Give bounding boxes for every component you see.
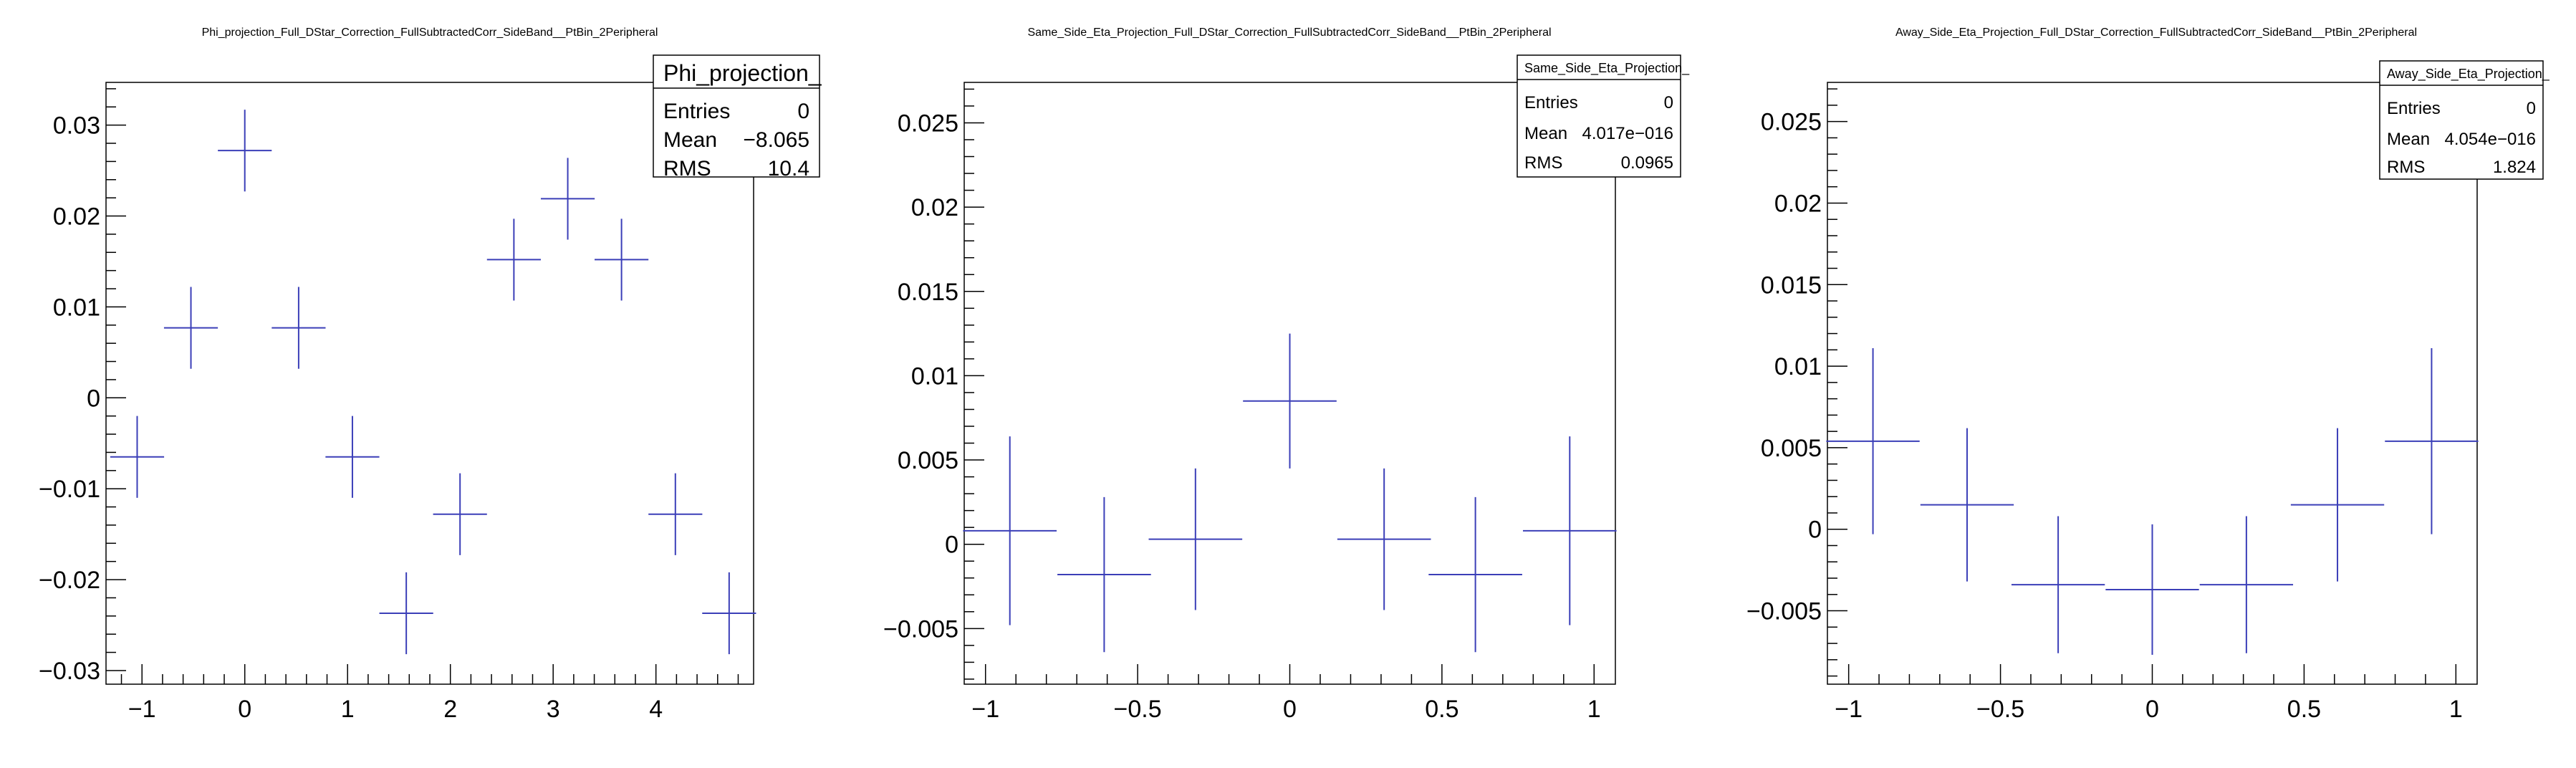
stats-row-label: Entries <box>2387 99 2441 118</box>
stats-row-value: 1.824 <box>2493 158 2536 177</box>
stats-box: Same_Side_Eta_Projection_ Entries 0 Mean 4.0… <box>1517 54 1690 178</box>
stats-row-value: 0 <box>1664 93 1673 112</box>
stats-box-name: Phi_projection_ <box>663 60 822 86</box>
data-point <box>379 572 433 655</box>
y-tick-label: 0.03 <box>53 112 100 140</box>
x-tick-label: 4 <box>649 696 663 723</box>
y-tick-label: 0.02 <box>1774 190 1822 217</box>
x-tick-label: 1 <box>1587 696 1601 723</box>
y-tick-label: −0.005 <box>883 615 958 643</box>
x-tick-label: 3 <box>547 696 560 723</box>
chart-title: Same_Side_Eta_Projection_Full_DStar_Corr… <box>1027 27 1551 39</box>
stats-row-value: 0.0965 <box>1621 153 1673 173</box>
y-tick-label: 0.015 <box>1761 272 1822 299</box>
data-point <box>433 473 487 555</box>
stats-box: Away_Side_Eta_Projection_ Entries 0 Mean 4.0… <box>2379 60 2550 180</box>
data-point <box>1148 468 1243 610</box>
stats-row-label: Mean <box>663 128 717 152</box>
y-tick-label: 0 <box>1808 517 1822 544</box>
x-tick-label: 2 <box>443 696 457 723</box>
x-tick-label: −1 <box>971 696 999 723</box>
y-tick-label: 0.005 <box>898 447 958 474</box>
data-point <box>2105 524 2199 656</box>
stats-row-value: −8.065 <box>743 128 809 152</box>
x-tick-label: −1 <box>1835 696 1863 723</box>
data-point <box>2199 516 2294 653</box>
data-point <box>271 287 326 369</box>
stats-box-frame <box>653 54 820 178</box>
data-point <box>648 473 703 555</box>
stats-row-label: RMS <box>663 157 711 181</box>
y-tick-label: 0.02 <box>911 194 958 221</box>
data-point <box>163 287 218 369</box>
stats-row-value: 4.017e−016 <box>1582 124 1673 143</box>
x-tick-label: 0 <box>238 696 251 723</box>
x-tick-label: 0.5 <box>1425 696 1458 723</box>
y-tick-label: 0.01 <box>911 363 958 390</box>
stats-row-label: Entries <box>663 100 730 123</box>
y-tick-label: −0.03 <box>39 658 100 685</box>
stats-box-name: Away_Side_Eta_Projection_ <box>2387 67 2550 82</box>
data-point <box>2290 428 2385 582</box>
data-point <box>1920 428 2014 582</box>
x-tick-label: 1 <box>341 696 355 723</box>
stats-row-value: 0 <box>797 100 809 123</box>
chart-panel-3: Away_Side_Eta_Projection_Full_DStar_Corr… <box>1746 27 2550 723</box>
chart-title: Away_Side_Eta_Projection_Full_DStar_Corr… <box>1895 27 2417 39</box>
x-tick-label: −1 <box>128 696 156 723</box>
data-point <box>1337 468 1431 610</box>
y-tick-label: 0 <box>945 532 958 559</box>
y-tick-label: 0.01 <box>1774 353 1822 380</box>
stats-box: Phi_projection_ Entries 0 Mean −8.065 RMS 10.4 <box>653 54 822 181</box>
data-point <box>963 436 1057 625</box>
data-point <box>702 572 756 655</box>
stats-row-label: Mean <box>2387 130 2430 149</box>
stats-row-label: RMS <box>2387 158 2425 177</box>
data-point <box>595 219 649 301</box>
stats-row-value: 0 <box>2527 99 2536 118</box>
stats-row-label: RMS <box>1524 153 1562 173</box>
data-point <box>325 416 380 498</box>
data-point <box>486 219 541 301</box>
chart-title: Phi_projection_Full_DStar_Correction_Ful… <box>202 27 658 39</box>
stats-box-name: Same_Side_Eta_Projection_ <box>1524 61 1690 76</box>
y-tick-label: −0.02 <box>39 567 100 594</box>
data-point <box>1057 496 1151 653</box>
y-tick-label: 0.01 <box>53 294 100 321</box>
stats-box-frame <box>2379 60 2544 180</box>
stats-row-label: Mean <box>1524 124 1567 143</box>
x-tick-label: 0 <box>1283 696 1297 723</box>
y-tick-label: 0.025 <box>1761 109 1822 136</box>
y-tick-label: 0.015 <box>898 279 958 306</box>
data-point <box>1428 496 1522 653</box>
stats-row-label: Entries <box>1524 93 1578 112</box>
stats-row-value: 10.4 <box>768 157 809 181</box>
chart-panel-2: Same_Side_Eta_Projection_Full_DStar_Corr… <box>883 27 1690 723</box>
data-point <box>218 110 272 192</box>
data-point <box>1522 436 1617 625</box>
chart-panel-1: Phi_projection_Full_DStar_Correction_Ful… <box>39 27 822 723</box>
y-tick-label: 0.02 <box>53 203 100 231</box>
data-point <box>2385 348 2479 534</box>
y-tick-label: −0.005 <box>1746 598 1822 625</box>
data-point <box>2011 516 2105 653</box>
data-point <box>1826 348 1920 534</box>
y-tick-label: 0.005 <box>1761 435 1822 462</box>
stats-box-frame <box>1517 54 1681 178</box>
x-tick-label: −0.5 <box>1976 696 2024 723</box>
x-tick-label: −0.5 <box>1114 696 1162 723</box>
y-tick-label: 0.025 <box>898 110 958 137</box>
y-tick-label: 0 <box>87 385 100 412</box>
stats-row-value: 4.054e−016 <box>2445 130 2536 149</box>
data-point <box>1243 333 1337 469</box>
x-tick-label: 1 <box>2449 696 2463 723</box>
data-point <box>110 416 165 498</box>
y-tick-label: −0.01 <box>39 476 100 503</box>
data-point <box>540 158 595 240</box>
x-tick-label: 0.5 <box>2287 696 2321 723</box>
x-tick-label: 0 <box>2145 696 2159 723</box>
